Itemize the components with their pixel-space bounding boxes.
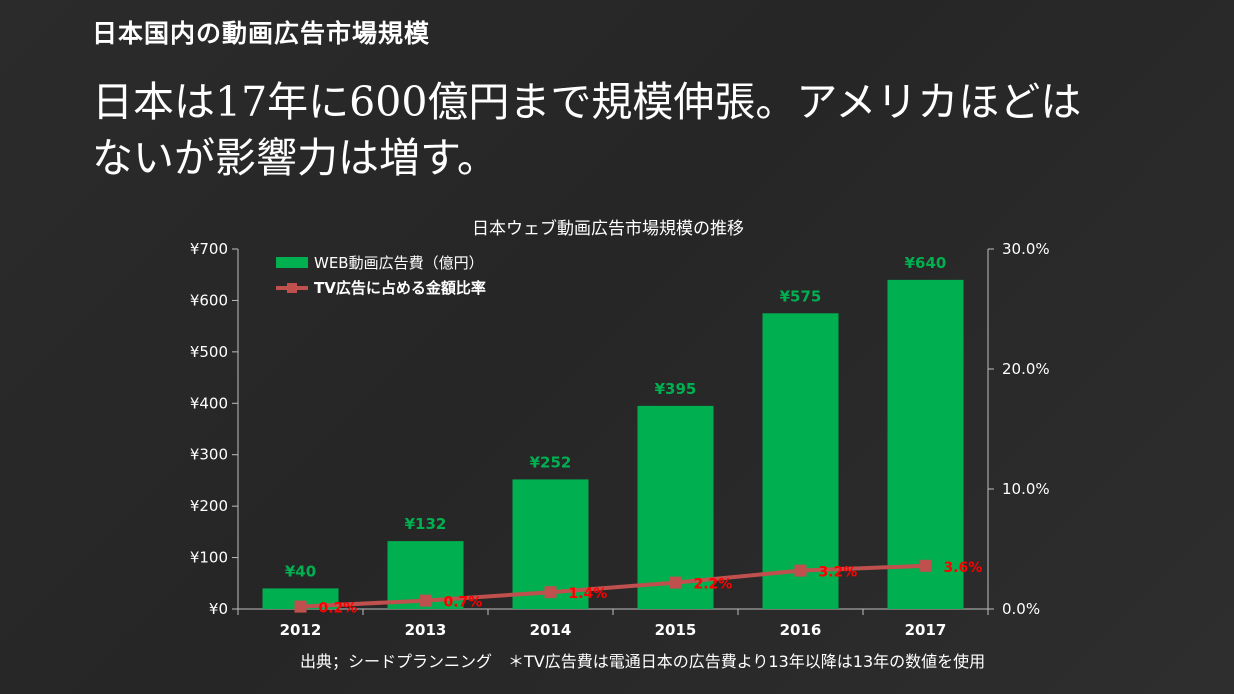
bar	[762, 313, 839, 609]
headline: 日本は17年に600億円まで規模伸張。アメリカほどは ないが影響力は増す。	[92, 74, 1212, 186]
bar	[887, 279, 964, 609]
y-right-tick-label: 20.0%	[1002, 360, 1050, 378]
x-tick-label: 2014	[530, 621, 572, 639]
y-left-tick-label: ¥0	[209, 600, 228, 618]
bar-data-label: ¥40	[285, 562, 316, 580]
y-right-tick-label: 30.0%	[1002, 240, 1050, 258]
line-point	[294, 600, 307, 613]
x-tick-label: 2016	[780, 621, 822, 639]
bar-data-label: ¥640	[905, 254, 947, 272]
line-path	[300, 563, 926, 609]
bar-series: ¥40 ¥132 ¥252 ¥395 ¥575 ¥640	[262, 254, 964, 609]
line-data-label: 3.2%	[819, 565, 858, 581]
line-data-label: 1.4%	[569, 586, 608, 602]
line-point	[544, 586, 557, 599]
x-tick-label: 2017	[905, 621, 947, 639]
line-series: 0.2% 0.7% 1.4% 2.2% 3.2% 3.6%	[294, 559, 983, 617]
line-point	[669, 576, 682, 589]
chart-legend: WEB動画広告費（億円） TV広告に占める金額比率	[276, 254, 486, 297]
line-point	[919, 559, 932, 572]
source-note: 出典；シードプランニング ＊TV広告費は電通日本の広告費より13年以降は13年の…	[300, 652, 986, 671]
y-left-tick-label: ¥200	[190, 497, 228, 515]
chart-title: 日本ウェブ動画広告市場規模の推移	[472, 218, 744, 239]
legend-label-bar: WEB動画広告費（億円）	[314, 254, 484, 272]
bar-data-label: ¥575	[780, 287, 822, 305]
y-right-tick-label: 10.0%	[1002, 480, 1050, 498]
legend-label-line: TV広告に占める金額比率	[314, 279, 486, 297]
legend-marker-line	[287, 283, 297, 293]
y-right-tick-label: 0.0%	[1002, 600, 1040, 618]
y-left-tick-label: ¥700	[190, 240, 228, 258]
line-point	[419, 594, 432, 607]
line-data-label: 2.2%	[694, 577, 733, 593]
bar	[637, 405, 714, 609]
y-left-tick-label: ¥600	[190, 291, 228, 309]
bar-data-label: ¥395	[655, 380, 697, 398]
y-left-tick-label: ¥500	[190, 343, 228, 361]
bar-data-label: ¥252	[530, 453, 572, 471]
x-tick-label: 2015	[655, 621, 697, 639]
chart-axes: ¥0 ¥100 ¥200 ¥300 ¥400 ¥500 ¥600 ¥700 0.0% 10.0% 2…	[190, 240, 1050, 639]
y-left-tick-label: ¥300	[190, 446, 228, 464]
line-data-label: 0.7%	[444, 595, 483, 611]
headline-line-1: 日本は17年に600億円まで規模伸張。アメリカほどは	[92, 78, 1082, 126]
headline-line-2: ないが影響力は増す。	[92, 134, 498, 182]
x-tick-label: 2013	[405, 621, 447, 639]
x-tick-label: 2012	[280, 621, 322, 639]
line-data-label: 3.6%	[944, 560, 983, 576]
line-data-label: 0.2%	[319, 601, 358, 617]
section-title: 日本国内の動画広告市場規模	[92, 19, 431, 48]
y-left-tick-label: ¥400	[190, 394, 228, 412]
line-point	[794, 564, 807, 577]
bar-data-label: ¥132	[405, 515, 447, 533]
y-left-tick-label: ¥100	[190, 549, 228, 567]
legend-swatch-bar	[276, 257, 308, 268]
